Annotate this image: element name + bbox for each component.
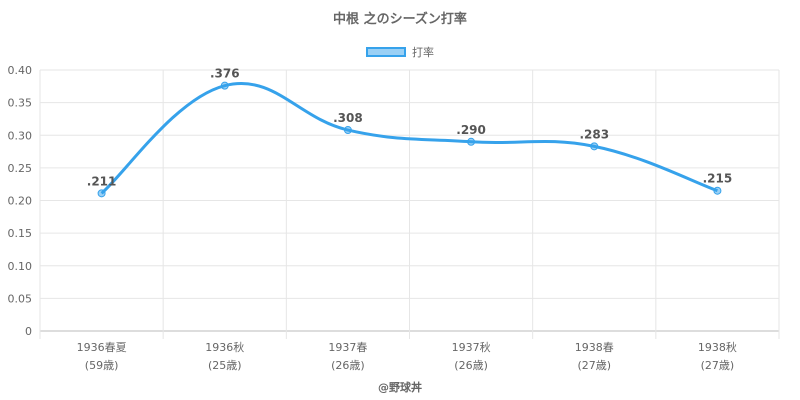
y-tick-label: 0.05 [8,292,33,305]
x-tick-age-label: (27歳) [701,359,735,372]
credit-text: @野球丼 [378,381,422,394]
series-line [100,82,718,195]
x-tick-label: 1938秋 [698,340,737,354]
y-tick-label: 0.35 [8,97,33,110]
y-tick-label: 0.25 [8,162,33,175]
y-tick-label: 0.20 [8,195,33,208]
data-label: .290 [456,123,486,137]
x-tick-label: 1938春 [575,341,614,354]
x-tick-age-label: (25歳) [208,359,242,372]
x-tick-age-label: (26歳) [331,359,365,372]
x-tick-label: 1936春夏 [77,341,127,354]
data-point [343,126,352,135]
y-tick-label: 0.10 [8,260,33,273]
data-label: .211 [87,174,117,188]
x-tick-label: 1937春 [328,341,367,354]
chart-title: 中根 之のシーズン打率 [333,12,467,27]
data-point [590,142,599,151]
x-tick-age-label: (26歳) [454,359,488,372]
legend-label: 打率 [412,46,434,59]
data-point [220,81,229,90]
y-tick-label: 0 [25,325,32,338]
x-tick-age-label: (59歳) [85,359,119,372]
x-tick-age-label: (27歳) [577,359,611,372]
data-point [97,189,106,198]
data-label: .215 [703,172,733,186]
y-tick-label: 0.40 [8,64,33,77]
x-tick-label: 1936秋 [205,340,244,354]
y-tick-label: 0.30 [8,129,33,142]
data-label: .308 [333,111,363,125]
data-point [713,186,722,195]
data-label: .283 [579,127,609,141]
legend-swatch [366,47,406,57]
data-point [467,137,476,146]
data-label: .376 [210,67,240,81]
y-tick-label: 0.15 [8,227,33,240]
legend[interactable]: 打率 [0,44,800,60]
x-tick-label: 1937秋 [452,340,491,354]
